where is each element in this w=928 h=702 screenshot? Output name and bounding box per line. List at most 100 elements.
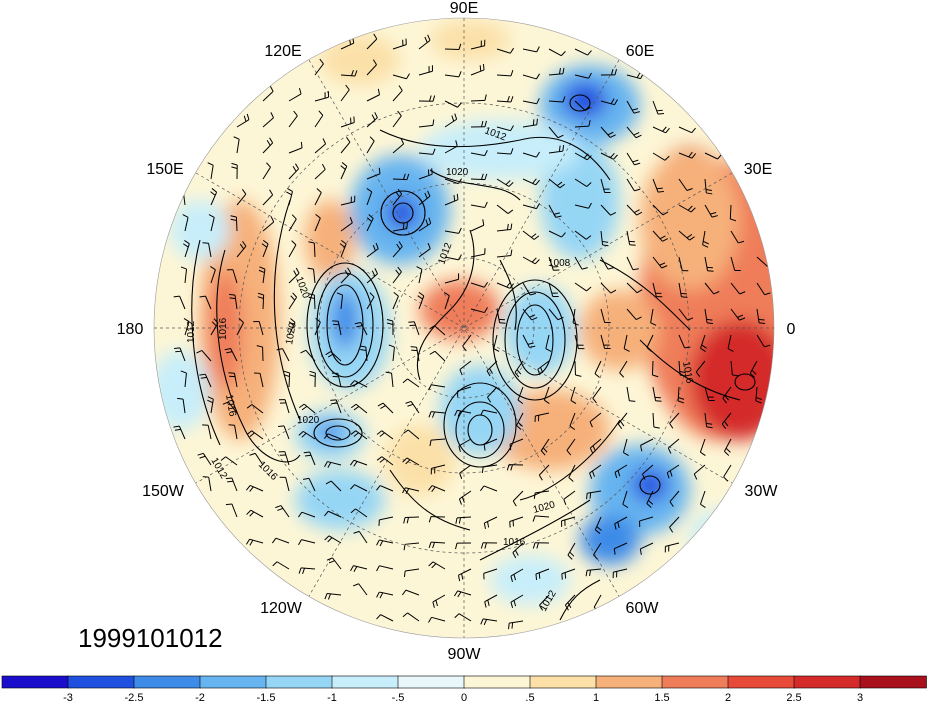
wind-barb-feather <box>411 349 418 352</box>
wind-barb <box>184 217 189 232</box>
wind-barb-feather <box>207 396 214 400</box>
wind-barb-feather <box>536 203 540 209</box>
wind-barb <box>262 117 274 128</box>
wind-barb-feather <box>305 454 312 457</box>
wind-barb-feather <box>379 458 385 463</box>
wind-barb-feather <box>510 249 513 256</box>
wind-barb-feather <box>435 600 438 607</box>
wind-barb-feather <box>402 612 408 618</box>
wind-barb-feather <box>225 477 232 480</box>
wind-barb <box>619 360 628 374</box>
wind-barb <box>600 230 604 245</box>
wind-barb-feather <box>377 88 381 95</box>
wind-barb-feather <box>229 293 236 296</box>
wind-barb-feather <box>706 192 713 195</box>
wind-barb-feather <box>634 188 641 192</box>
wind-barb <box>233 373 238 388</box>
wind-barb <box>470 45 485 50</box>
wind-barb <box>600 256 609 270</box>
wind-barb-feather <box>662 211 669 216</box>
wind-barb-feather <box>376 456 383 461</box>
wind-barb-feather <box>586 182 592 187</box>
wind-barb <box>594 516 602 531</box>
wind-barb <box>522 48 537 53</box>
wind-barb-feather <box>432 148 436 155</box>
contour-label: 1016 <box>218 317 229 340</box>
wind-barb <box>405 487 420 492</box>
colorbar-swatch <box>67 675 135 689</box>
wind-barb-feather <box>298 87 302 95</box>
wind-barb <box>355 430 368 440</box>
wind-barb <box>249 538 264 544</box>
wind-barb-feather <box>368 214 374 219</box>
wind-barb-feather <box>322 138 327 145</box>
wind-barb-feather <box>572 322 579 326</box>
wind-barb <box>230 348 238 362</box>
wind-barb <box>392 271 402 284</box>
wind-barb <box>413 321 420 336</box>
wind-barb <box>548 48 562 57</box>
wind-barb <box>470 253 485 258</box>
wind-barb-feather <box>567 602 572 608</box>
wind-barb-feather <box>688 151 693 158</box>
wind-barb <box>288 372 291 388</box>
wind-barb-feather <box>298 567 302 574</box>
wind-barb-feather <box>512 552 517 559</box>
wind-barb <box>496 255 511 258</box>
colorbar-tick-label: -2.5 <box>125 692 144 702</box>
wind-barb-feather <box>321 163 326 170</box>
wind-barb-feather <box>585 235 592 240</box>
wind-barb <box>569 412 576 427</box>
wind-barb <box>496 308 501 323</box>
wind-barb <box>678 230 690 241</box>
wind-barb <box>678 282 682 297</box>
wind-barb <box>444 100 458 108</box>
wind-barb <box>545 334 550 349</box>
wind-barb-feather <box>199 295 206 298</box>
wind-barb <box>330 480 342 492</box>
wind-barb-feather <box>429 440 432 447</box>
wind-barb <box>484 594 498 603</box>
wind-barb <box>564 594 576 606</box>
wind-barb-feather <box>340 165 346 170</box>
wind-barb-feather <box>243 115 247 122</box>
wind-barb <box>288 296 298 310</box>
wind-barb-feather <box>402 487 406 494</box>
wind-barb-feather <box>278 425 285 428</box>
wind-barb <box>340 295 344 310</box>
wind-barb-feather <box>510 602 514 609</box>
wind-barb-feather <box>686 233 693 239</box>
wind-barb <box>392 295 399 310</box>
wind-barb-feather <box>428 617 432 623</box>
wind-barb-feather <box>283 370 290 374</box>
wind-barb-feather <box>610 289 617 294</box>
wind-barb <box>483 409 498 414</box>
wind-barb-feather <box>511 622 514 629</box>
wind-barb-feather <box>424 36 428 43</box>
wind-barb-feather <box>308 241 315 244</box>
wind-barb-feather <box>609 152 615 159</box>
wind-barb <box>626 204 638 216</box>
wind-barb-feather <box>648 500 654 505</box>
wind-barb <box>379 539 394 544</box>
wind-barb-feather <box>544 399 550 405</box>
wind-barb <box>458 568 472 576</box>
wind-barb-feather <box>516 369 522 375</box>
wind-barb-feather <box>393 292 399 297</box>
wind-barb <box>626 126 637 139</box>
wind-barb <box>496 126 511 132</box>
wind-barb-feather <box>207 162 214 166</box>
wind-barb <box>574 74 589 79</box>
wind-barb-feather <box>353 530 360 534</box>
wind-barb <box>457 386 472 392</box>
wind-barb <box>184 269 188 284</box>
wind-barb <box>600 334 606 349</box>
wind-barb <box>337 373 342 388</box>
wind-barb-feather <box>730 218 737 222</box>
wind-barb-feather <box>693 473 698 480</box>
wind-barb-feather <box>562 67 565 74</box>
wind-barb-feather <box>372 59 377 66</box>
wind-barb-feather <box>700 347 706 353</box>
wind-barb <box>614 464 628 473</box>
wind-barb-feather <box>227 480 234 483</box>
